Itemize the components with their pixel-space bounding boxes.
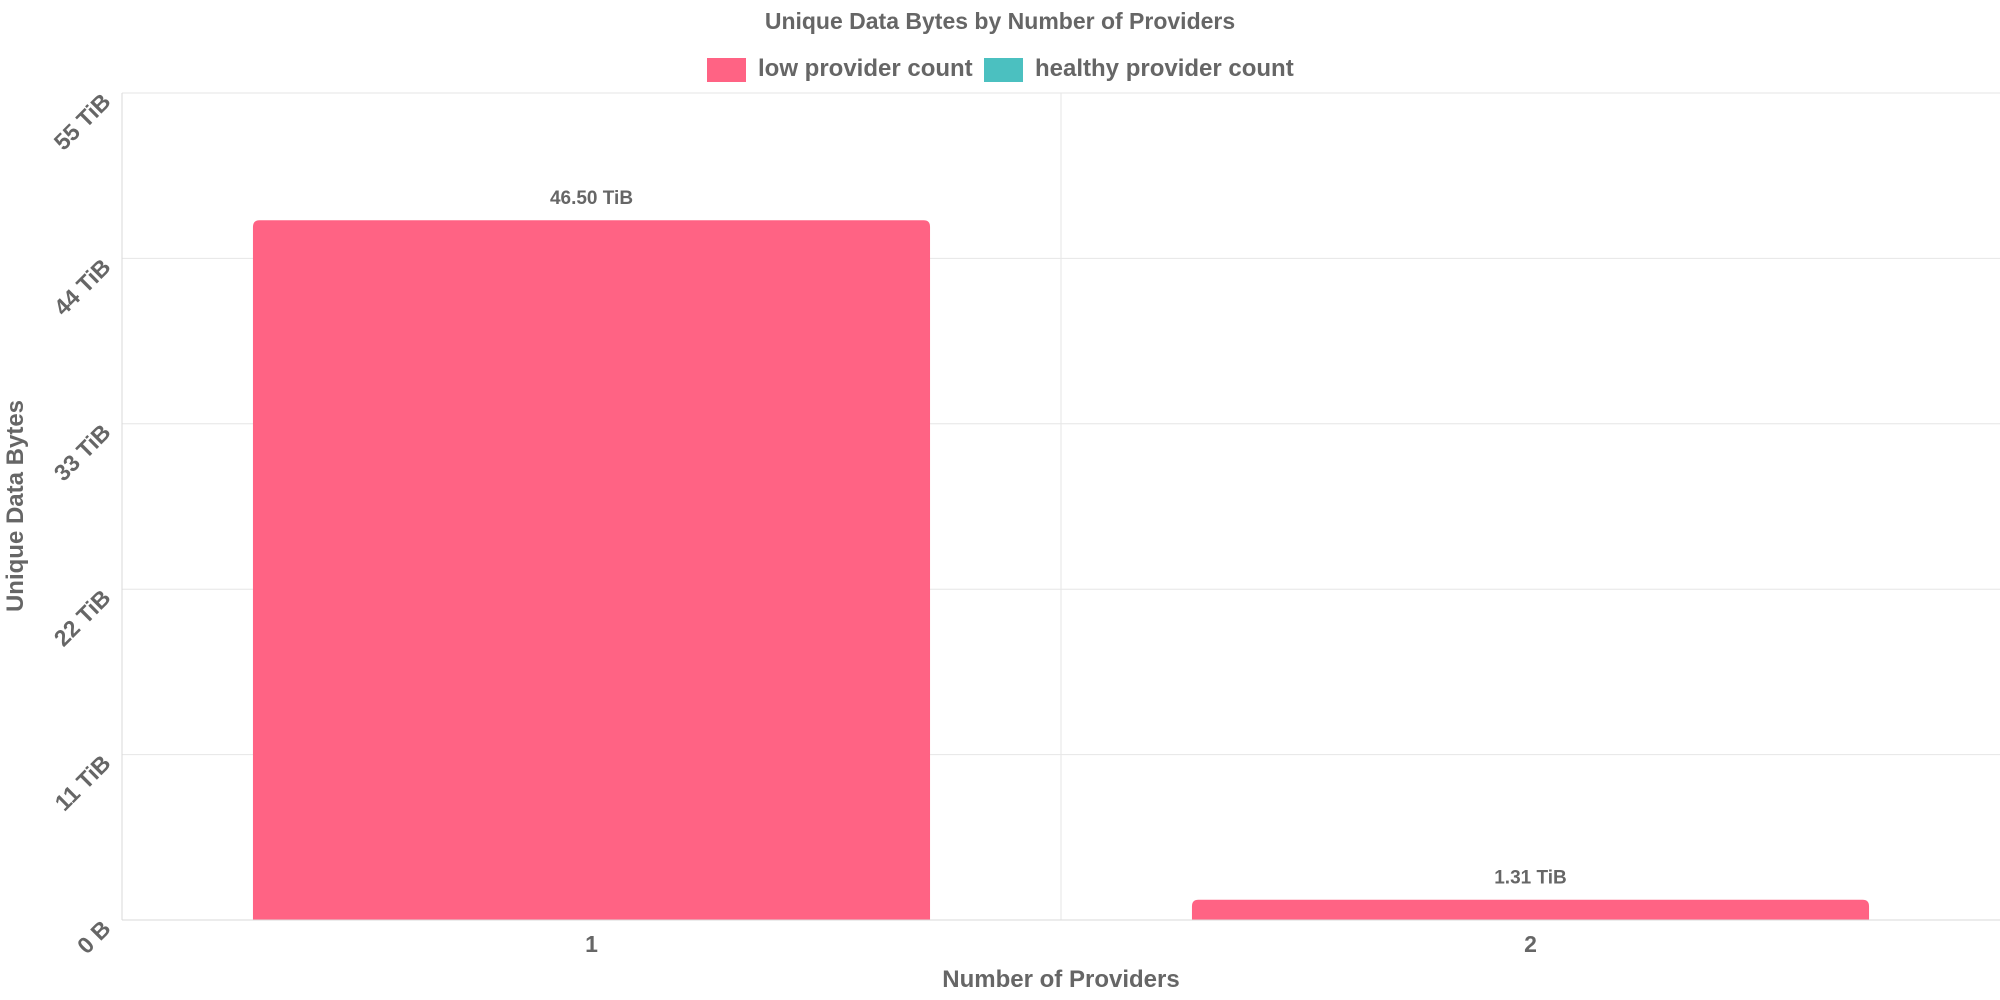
data-label: 1.31 TiB [1494, 867, 1567, 888]
y-tick-label: 55 TiB [49, 88, 116, 155]
legend-label-healthy-provider-count[interactable]: healthy provider count [1035, 55, 1294, 82]
y-tick-label: 33 TiB [49, 419, 116, 486]
x-tick-label: 1 [585, 931, 598, 957]
data-labels: 46.50 TiB 1.31 TiB [550, 188, 1567, 888]
axes [121, 93, 2000, 921]
y-axis-title: Unique Data Bytes [2, 400, 29, 612]
bars [252, 220, 1870, 921]
y-tick-label: 44 TiB [49, 254, 116, 321]
legend-swatch-low-provider-count[interactable] [707, 58, 746, 82]
x-tick-label: 2 [1524, 931, 1537, 957]
bar-2 [1191, 899, 1870, 921]
legend-label-low-provider-count[interactable]: low provider count [758, 55, 973, 82]
x-axis-title: Number of Providers [942, 966, 1179, 993]
legend-swatch-healthy-provider-count[interactable] [984, 58, 1023, 82]
y-tick-label: 11 TiB [50, 750, 116, 816]
data-label: 46.50 TiB [550, 188, 633, 209]
chart-title: Unique Data Bytes by Number of Providers [765, 8, 1235, 34]
y-tick-label: 22 TiB [49, 584, 116, 651]
legend: low provider count healthy provider coun… [707, 55, 1294, 82]
y-tick-label: 0 B [72, 915, 116, 959]
bar-1 [252, 220, 931, 921]
